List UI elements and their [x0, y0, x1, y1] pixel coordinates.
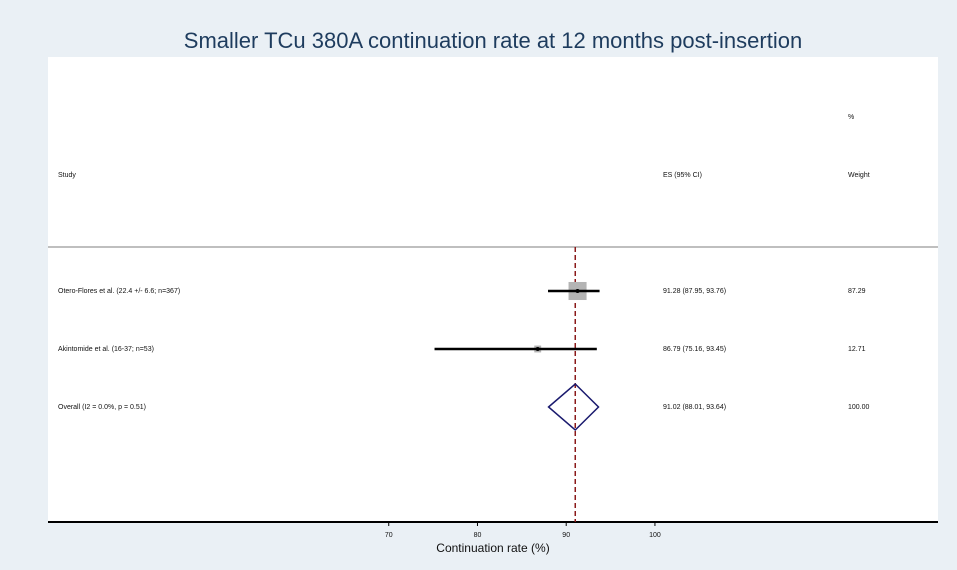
es-label: 91.28 (87.95, 93.76) [663, 288, 726, 295]
study-label: Otero-Flores et al. (22.4 +/- 6.6; n=367… [58, 288, 180, 295]
x-tick-label: 90 [562, 532, 570, 539]
study-label: Akintomide et al. (16-37; n=53) [58, 346, 154, 353]
point-estimate [535, 347, 540, 351]
column-header: Study [58, 172, 76, 179]
plot-panel [48, 57, 938, 522]
study-label: Overall (I2 = 0.0%, p = 0.51) [58, 404, 146, 411]
point-estimate [575, 289, 580, 293]
es-label: 86.79 (75.16, 93.45) [663, 346, 726, 353]
x-tick-label: 70 [385, 532, 393, 539]
column-header: ES (95% CI) [663, 172, 702, 179]
column-header: % [848, 114, 854, 121]
summary-diamond [547, 382, 600, 432]
es-label: 91.02 (88.01, 93.64) [663, 404, 726, 411]
x-tick-label: 80 [474, 532, 482, 539]
weight-label: 12.71 [848, 346, 866, 353]
column-header: Weight [848, 172, 870, 179]
x-axis-label: Continuation rate (%) [436, 541, 549, 555]
x-tick-label: 100 [649, 532, 661, 539]
weight-label: 100.00 [848, 404, 870, 411]
weight-label: 87.29 [848, 288, 866, 295]
chart-title: Smaller TCu 380A continuation rate at 12… [184, 28, 802, 53]
